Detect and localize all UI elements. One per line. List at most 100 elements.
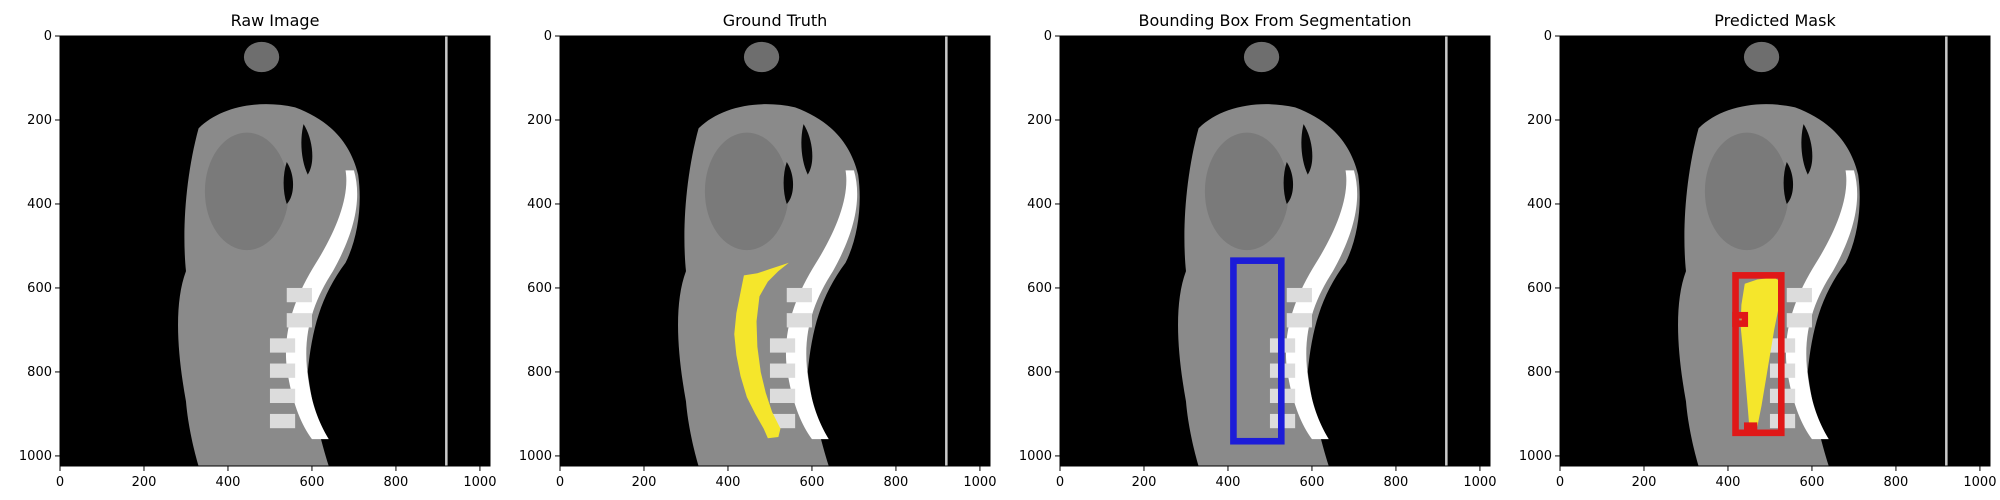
scan-organ — [704, 132, 789, 251]
x-tick-label: 600 — [800, 475, 825, 490]
chart-svg: Predicted Mask 0 200 400 600 800 1000 0 200 400 60… — [1519, 11, 1997, 490]
y-tick-label: 600 — [527, 281, 552, 296]
x-tick-label: 600 — [1300, 475, 1325, 490]
chart-svg: Raw Image 0 200 400 600 800 1000 0 200 400 600 800 1… — [19, 11, 497, 490]
y-tick-label: 200 — [527, 113, 552, 128]
y-tick-label: 1000 — [1519, 449, 1552, 464]
x-tick-label: 400 — [1216, 475, 1241, 490]
y-tick-label: 1000 — [1019, 449, 1052, 464]
panel-raw-image: Raw Image 0 200 400 600 800 1000 0 200 400 600 800 1… — [0, 0, 500, 500]
scan-head — [1743, 41, 1780, 73]
scan-vertebra — [1786, 287, 1812, 303]
scan-vertebra — [769, 363, 796, 378]
y-tick-label: 200 — [1027, 113, 1052, 128]
axes-frame — [1559, 35, 1991, 467]
y-tick-label: 800 — [527, 365, 552, 380]
scan-organ — [1204, 132, 1289, 251]
scan-vertebra — [286, 313, 312, 328]
segmentation-mask — [1740, 277, 1781, 431]
x-tick-label: 200 — [132, 475, 157, 490]
panel-predicted-mask: Predicted Mask 0 200 400 600 800 1000 0 200 400 60… — [1500, 0, 2000, 500]
scan-vertebra — [286, 287, 312, 303]
scan-air — [1301, 124, 1313, 175]
y-tick-label: 600 — [1027, 281, 1052, 296]
scan-line — [445, 36, 448, 466]
y-tick-label: 600 — [27, 281, 52, 296]
x-tick-label: 400 — [1716, 475, 1741, 490]
panel-title: Bounding Box From Segmentation — [1138, 11, 1411, 30]
y-tick-label: 600 — [1527, 281, 1552, 296]
image-group — [560, 36, 990, 467]
scan-vertebra — [269, 338, 296, 353]
x-tick-label: 0 — [556, 475, 564, 490]
x-tick-label: 1000 — [1463, 475, 1496, 490]
scan-line — [1445, 36, 1448, 466]
scan-air — [1801, 124, 1813, 175]
x-tick-label: 600 — [300, 475, 325, 490]
scan-head — [743, 41, 780, 73]
image-group — [60, 36, 490, 467]
scan-spine — [285, 170, 358, 440]
scan-air — [301, 124, 313, 175]
y-tick-label: 0 — [1544, 29, 1552, 44]
bounding-box — [1230, 257, 1285, 445]
y-tick-label: 200 — [27, 113, 52, 128]
y-tick-label: 0 — [44, 29, 52, 44]
x-tick-label: 200 — [632, 475, 657, 490]
scan-vertebra — [269, 363, 296, 378]
y-tick-label: 1000 — [519, 449, 552, 464]
x-tick-label: 0 — [1056, 475, 1064, 490]
panel-ground-truth: Ground Truth 0 200 400 600 800 1000 0 200 400 600 8… — [500, 0, 1000, 500]
scan-vertebra — [269, 413, 296, 429]
panel-title: Predicted Mask — [1714, 11, 1836, 30]
y-tick-label: 0 — [544, 29, 552, 44]
scan-organ — [204, 132, 289, 251]
scan-spine — [1785, 170, 1858, 440]
x-tick-label: 600 — [1800, 475, 1825, 490]
x-tick-label: 1000 — [463, 475, 496, 490]
x-tick-label: 200 — [1132, 475, 1157, 490]
scan-head — [243, 41, 280, 73]
x-tick-label: 0 — [1556, 475, 1564, 490]
chart-svg: Bounding Box From Segmentation 0 200 400 600… — [1019, 11, 1497, 490]
scan-organ — [1704, 132, 1789, 251]
y-tick-label: 400 — [1027, 197, 1052, 212]
scan-head — [1243, 41, 1280, 73]
panel-title: Ground Truth — [723, 11, 828, 30]
scan-vertebra — [769, 388, 796, 404]
x-tick-label: 800 — [1384, 475, 1409, 490]
y-tick-label: 0 — [1044, 29, 1052, 44]
scan-vertebra — [769, 338, 796, 353]
scan-air — [801, 124, 813, 175]
y-tick-label: 1000 — [19, 449, 52, 464]
scan-air — [283, 161, 294, 204]
y-tick-label: 800 — [27, 365, 52, 380]
x-tick-label: 400 — [716, 475, 741, 490]
y-tick-label: 800 — [1027, 365, 1052, 380]
x-tick-label: 800 — [1884, 475, 1909, 490]
axes-frame — [59, 35, 491, 467]
bounding-box — [1743, 422, 1758, 436]
x-tick-label: 1000 — [963, 475, 996, 490]
panel-title: Raw Image — [231, 11, 320, 30]
image-group — [1060, 36, 1490, 467]
y-tick-label: 400 — [1527, 197, 1552, 212]
scan-vertebra — [1286, 287, 1312, 303]
scan-line — [945, 36, 948, 466]
scan-vertebra — [786, 313, 812, 328]
x-tick-label: 1000 — [1963, 475, 1996, 490]
segmentation-mask — [734, 262, 789, 439]
panel-bounding-box: Bounding Box From Segmentation 0 200 400 600… — [1000, 0, 1500, 500]
image-group — [1560, 36, 1990, 467]
bounding-box — [1732, 311, 1749, 327]
y-tick-label: 400 — [527, 197, 552, 212]
scan-spine — [1285, 170, 1358, 440]
scan-vertebra — [786, 287, 812, 303]
bounding-box — [1732, 272, 1785, 437]
scan-line — [1945, 36, 1948, 466]
y-tick-label: 800 — [1527, 365, 1552, 380]
x-tick-label: 400 — [216, 475, 241, 490]
y-tick-label: 200 — [1527, 113, 1552, 128]
scan-air — [783, 161, 794, 204]
scan-spine — [785, 170, 858, 440]
